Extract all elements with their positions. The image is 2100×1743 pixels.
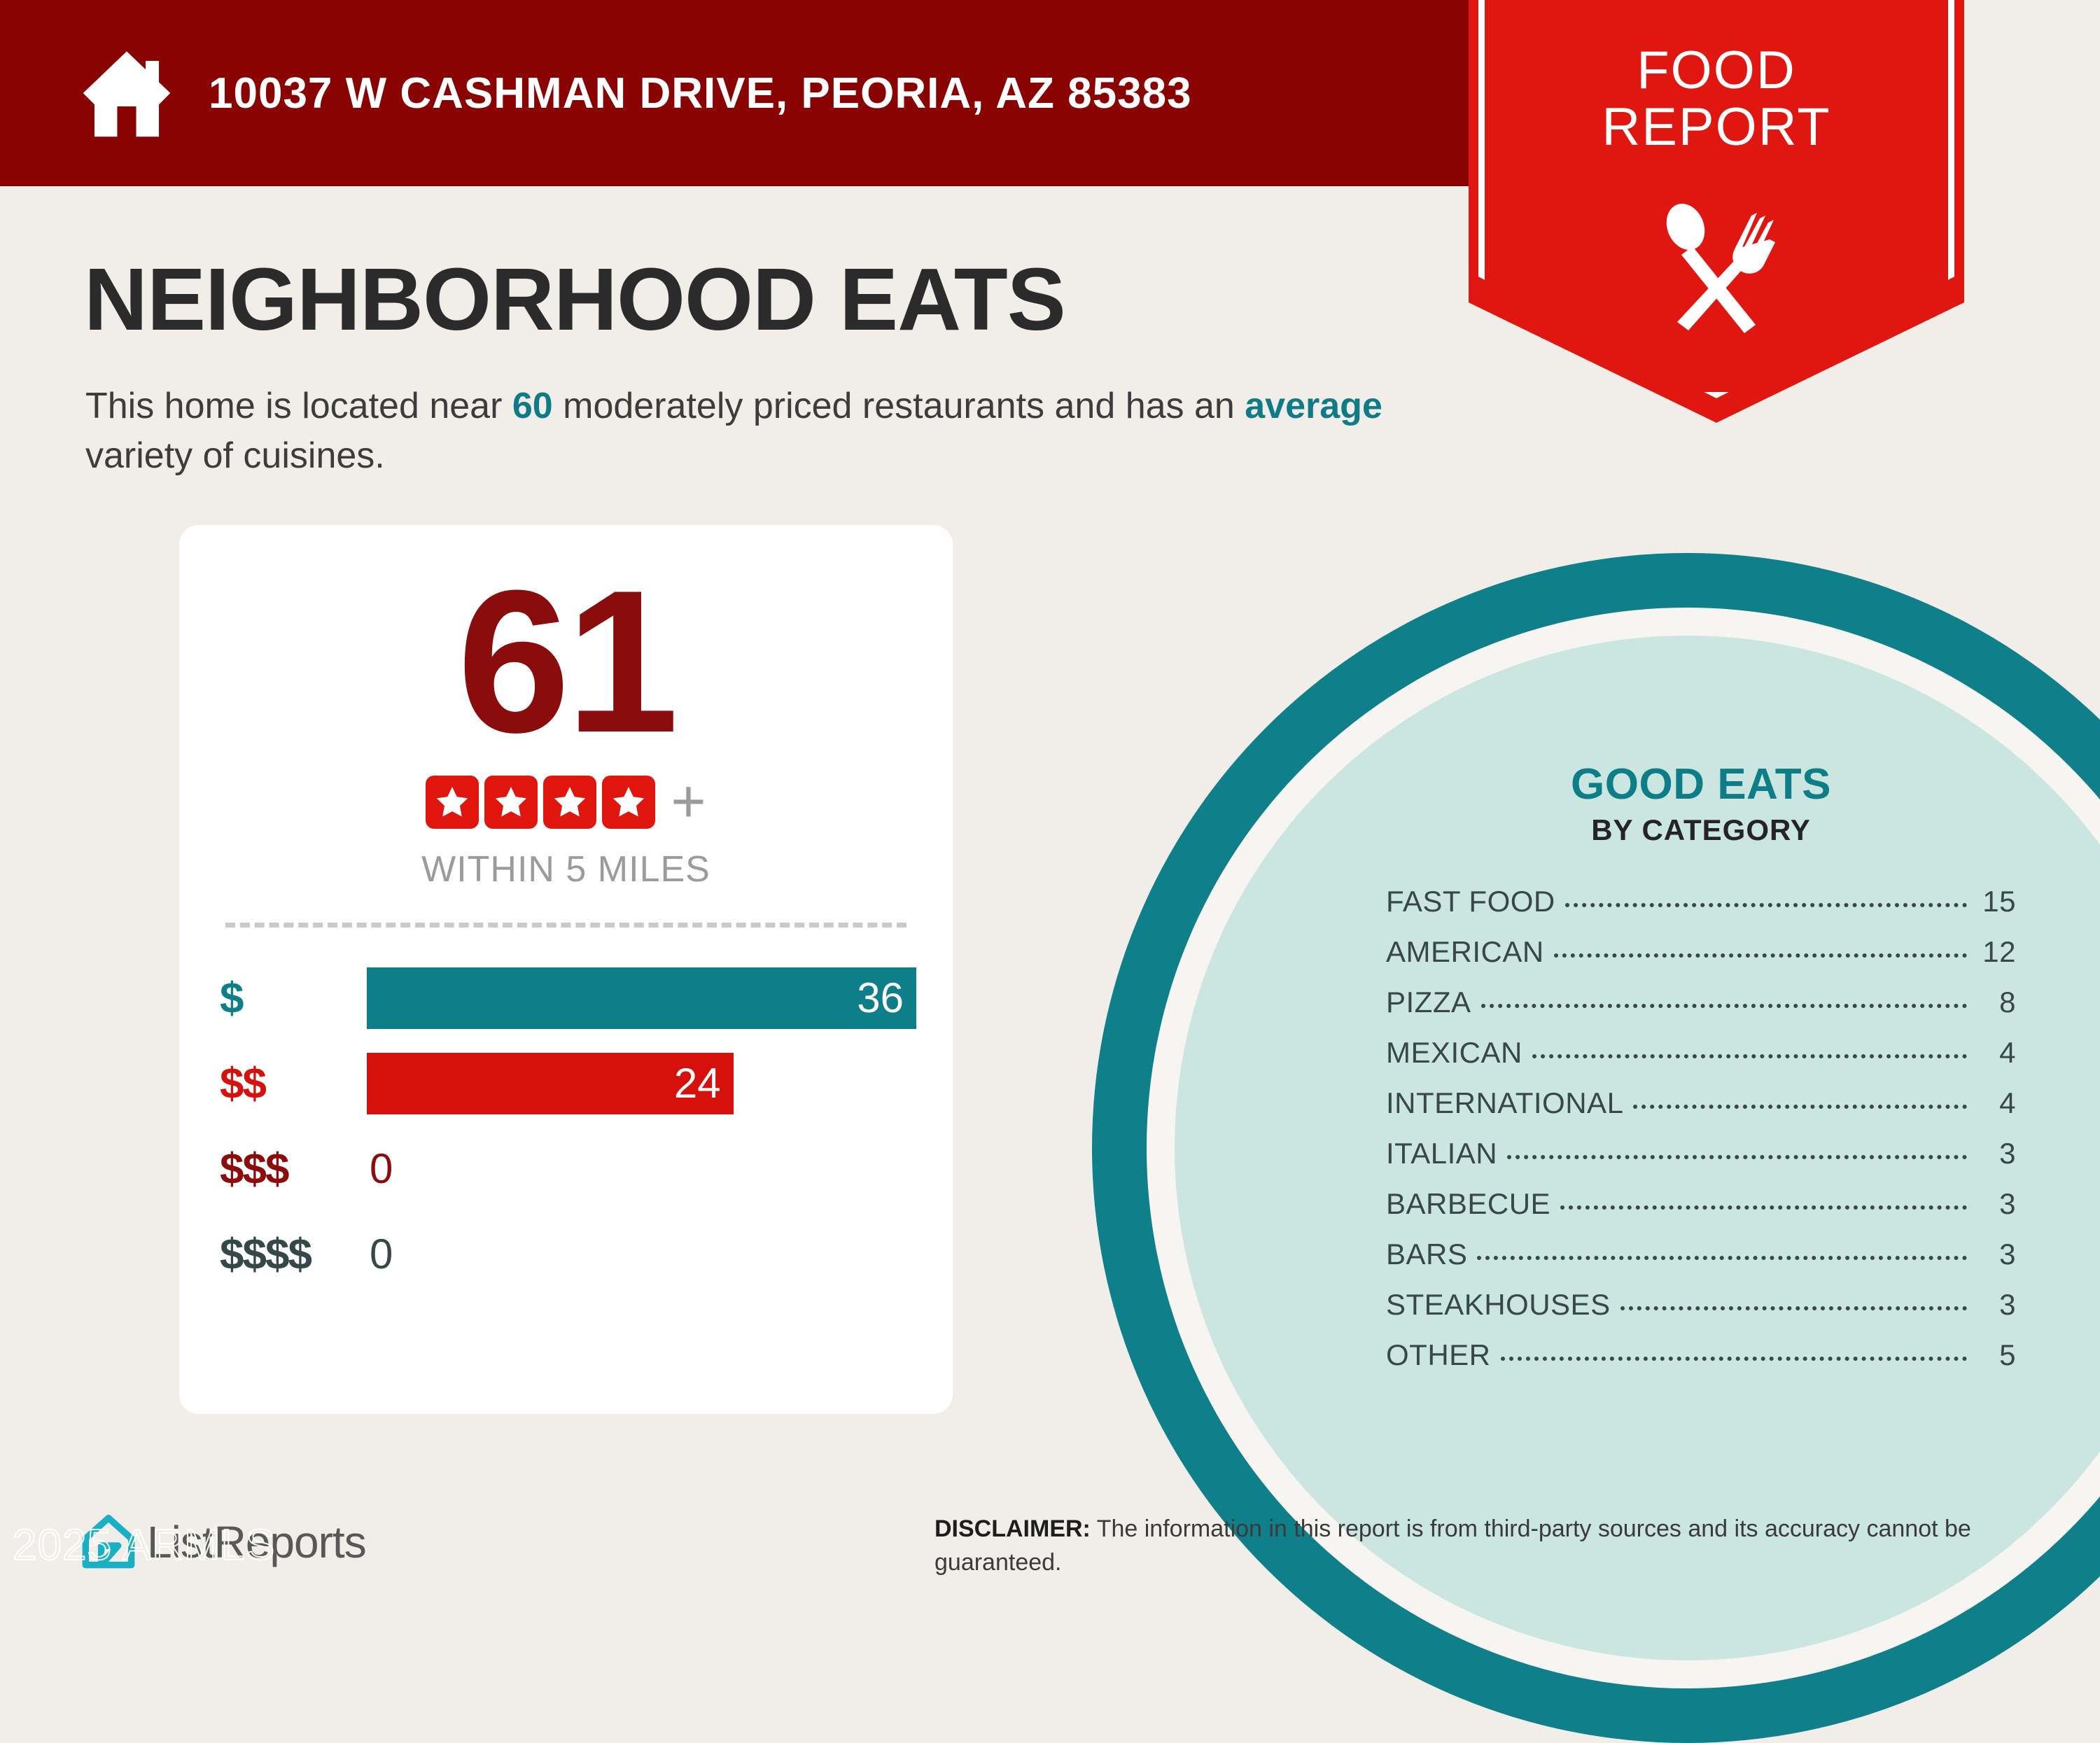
category-name: ITALIAN — [1386, 1137, 1498, 1170]
listreports-logo: ListReports — [78, 1512, 367, 1572]
list-item: PIZZA 8 — [1386, 986, 2016, 1019]
chart-row: $$$ 0 — [220, 1126, 916, 1212]
category-name: AMERICAN — [1386, 935, 1544, 968]
page-subtitle: This home is located near 60 moderately … — [85, 382, 1450, 480]
disclaimer-label: DISCLAIMER: — [934, 1516, 1091, 1542]
category-name: PIZZA — [1386, 986, 1471, 1018]
plate-graphic — [1092, 553, 2100, 1743]
star-icon — [484, 776, 538, 829]
bar-value: 0 — [370, 1145, 393, 1192]
bar-track: 0 — [367, 1212, 916, 1297]
category-value: 3 — [1999, 1238, 2016, 1270]
chart-row: $$ 24 — [220, 1041, 916, 1126]
bar-track: 36 — [367, 955, 916, 1041]
good-eats-list: FAST FOOD 15 AMERICAN 12 PIZZA 8 MEXICAN 4 I… — [1386, 885, 2016, 1372]
list-item: STEAKHOUSES 3 — [1386, 1288, 2016, 1322]
category-name: INTERNATIONAL — [1386, 1086, 1624, 1119]
dot-leader — [1477, 1256, 1967, 1260]
header-bar: 10037 W CASHMAN DRIVE, PEORIA, AZ 85383 — [0, 0, 1533, 186]
good-eats-subtitle: BY CATEGORY — [1591, 813, 1811, 846]
category-value: 3 — [1999, 1137, 2016, 1170]
category-value: 12 — [1982, 935, 2016, 968]
dot-leader — [1500, 1357, 1967, 1361]
category-name: MEXICAN — [1386, 1036, 1522, 1069]
badge-title-line2: REPORT — [1602, 97, 1831, 158]
logo-text: ListReports — [147, 1517, 367, 1567]
chart-row: $$$$ 0 — [220, 1212, 916, 1297]
good-eats-panel: GOOD EATS BY CATEGORY FAST FOOD 15 AMERIC… — [1386, 760, 2016, 1389]
list-item: MEXICAN 4 — [1386, 1036, 2016, 1070]
category-value: 4 — [1999, 1086, 2016, 1119]
dot-leader — [1507, 1155, 1967, 1159]
list-item: ITALIAN 3 — [1386, 1137, 2016, 1170]
page-title: NEIGHBORHOOD EATS — [84, 250, 1066, 349]
subtitle-variety: average — [1245, 386, 1382, 426]
bar-track: 24 — [367, 1041, 916, 1126]
radius-label: WITHIN 5 MILES — [421, 849, 710, 890]
good-eats-title: GOOD EATS — [1571, 760, 1831, 808]
dot-leader — [1480, 1004, 1967, 1008]
bar-value: 0 — [370, 1231, 393, 1278]
plate-inner-circle — [1175, 636, 2100, 1660]
badge-title: FOOD REPORT — [1469, 42, 1964, 156]
category-value: 5 — [1999, 1338, 2016, 1371]
restaurant-score: 61 — [457, 548, 679, 775]
home-icon — [83, 51, 171, 139]
category-name: FAST FOOD — [1386, 885, 1555, 918]
subtitle-text-1: This home is located near — [85, 386, 512, 426]
category-value: 3 — [1999, 1288, 2016, 1321]
dot-leader — [1532, 1054, 1967, 1058]
category-value: 4 — [1999, 1036, 2016, 1069]
star-icon — [426, 776, 479, 829]
subtitle-count: 60 — [512, 386, 553, 426]
star-rating: + — [179, 768, 953, 836]
bar-track: 0 — [367, 1126, 916, 1212]
property-address: 10037 W CASHMAN DRIVE, PEORIA, AZ 85383 — [209, 69, 1192, 118]
category-name: OTHER — [1386, 1338, 1491, 1371]
spoon-fork-crossed-icon — [1666, 204, 1775, 333]
disclaimer-text: The information in this report is from t… — [934, 1516, 1971, 1576]
category-name: BARBECUE — [1386, 1187, 1551, 1220]
price-tier-label: $$ — [220, 1059, 267, 1108]
list-item: BARS 3 — [1386, 1238, 2016, 1271]
disclaimer: DISCLAIMER: The information in this repo… — [934, 1512, 2026, 1580]
list-item: OTHER 5 — [1386, 1338, 2016, 1372]
subtitle-text-3: variety of cuisines. — [85, 435, 385, 476]
price-tier-label: $ — [220, 974, 244, 1023]
dot-leader — [1633, 1105, 1967, 1109]
category-name: STEAKHOUSES — [1386, 1288, 1611, 1321]
plus-icon: + — [671, 768, 706, 836]
price-tier-label: $$$ — [220, 1144, 289, 1194]
badge-inner-border — [1478, 0, 1954, 398]
bar-fill: 24 — [367, 1053, 734, 1114]
price-tier-chart: $ 36 $$ 24 $$$ 0 $$$$ 0 — [179, 955, 953, 1297]
star-icon — [602, 776, 656, 829]
food-report-badge: FOOD REPORT — [1469, 0, 1964, 423]
category-value: 8 — [1999, 986, 2016, 1018]
list-item: BARBECUE 3 — [1386, 1187, 2016, 1221]
list-item: INTERNATIONAL 4 — [1386, 1086, 2016, 1120]
dot-leader — [1553, 953, 1967, 958]
price-tier-label: $$$$ — [220, 1230, 312, 1279]
star-icon — [543, 776, 597, 829]
dot-leader — [1564, 903, 1967, 907]
category-value: 3 — [1999, 1187, 2016, 1220]
bar-value: 36 — [857, 974, 904, 1021]
house-outline-icon — [82, 1514, 135, 1569]
category-name: BARS — [1386, 1238, 1468, 1270]
score-card: 61 + WITHIN 5 MILES $ 36 $$ 24 $$$ — [179, 525, 953, 1414]
list-item: AMERICAN 12 — [1386, 935, 2016, 969]
watermark: 2025 ARMLS — [12, 1520, 276, 1570]
bar-fill: 36 — [367, 967, 916, 1029]
dot-leader — [1560, 1205, 1967, 1210]
category-value: 15 — [1982, 885, 2016, 918]
badge-title-line1: FOOD — [1637, 41, 1796, 100]
dot-leader — [1620, 1306, 1967, 1310]
bar-value: 24 — [673, 1060, 721, 1107]
subtitle-text-2: moderately priced restaurants and has an — [552, 386, 1245, 426]
card-divider — [225, 923, 906, 927]
chart-row: $ 36 — [220, 955, 916, 1041]
list-item: FAST FOOD 15 — [1386, 885, 2016, 918]
